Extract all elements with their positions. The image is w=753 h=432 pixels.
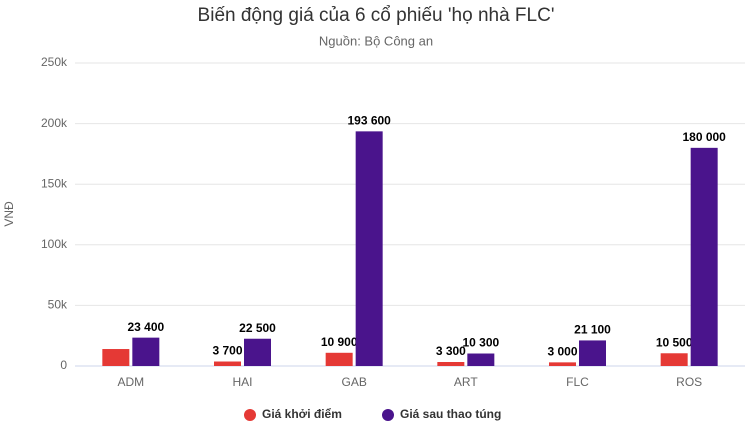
bar: [549, 362, 576, 366]
x-tick-label: ROS: [676, 375, 702, 389]
data-label: 3 000: [547, 345, 577, 359]
data-label: 21 100: [574, 323, 611, 337]
bar: [437, 362, 465, 366]
bar: [244, 338, 271, 366]
y-tick-label: 0: [60, 358, 67, 372]
y-tick-label: 100k: [41, 237, 68, 251]
data-label: 3 700: [212, 344, 242, 358]
legend-marker: [244, 409, 256, 421]
bar: [579, 340, 606, 366]
legend-marker: [382, 409, 394, 421]
x-tick-label: ART: [454, 375, 478, 389]
x-tick-label: GAB: [341, 375, 366, 389]
chart-title: Biến động giá của 6 cổ phiếu 'họ nhà FLC…: [198, 5, 555, 26]
bar: [467, 353, 495, 366]
bar: [132, 337, 160, 366]
x-tick-label: ADM: [117, 375, 144, 389]
bar: [214, 361, 241, 366]
legend-label: Giá khởi điểm: [262, 407, 342, 421]
data-label: 10 500: [656, 335, 693, 349]
data-label: 180 000: [682, 130, 726, 144]
bar: [660, 353, 688, 366]
bar: [355, 131, 383, 366]
data-label: 10 900: [321, 335, 358, 349]
y-tick-label: 150k: [41, 176, 68, 190]
y-tick-label: 200k: [41, 116, 68, 130]
legend-label: Giá sau thao túng: [400, 407, 501, 421]
data-label: 10 300: [462, 336, 499, 350]
bar: [102, 349, 130, 366]
chart-subtitle: Nguồn: Bộ Công an: [319, 33, 433, 48]
data-label: 23 400: [127, 320, 164, 334]
y-tick-label: 250k: [41, 55, 68, 69]
data-label: 193 600: [347, 114, 391, 128]
y-axis-label: VNĐ: [2, 201, 16, 227]
bar: [325, 352, 353, 366]
bar: [690, 147, 718, 366]
data-label: 22 500: [239, 321, 276, 335]
x-tick-label: FLC: [566, 375, 589, 389]
x-tick-label: HAI: [232, 375, 252, 389]
y-tick-label: 50k: [48, 298, 68, 312]
data-label: 3 300: [436, 344, 466, 358]
